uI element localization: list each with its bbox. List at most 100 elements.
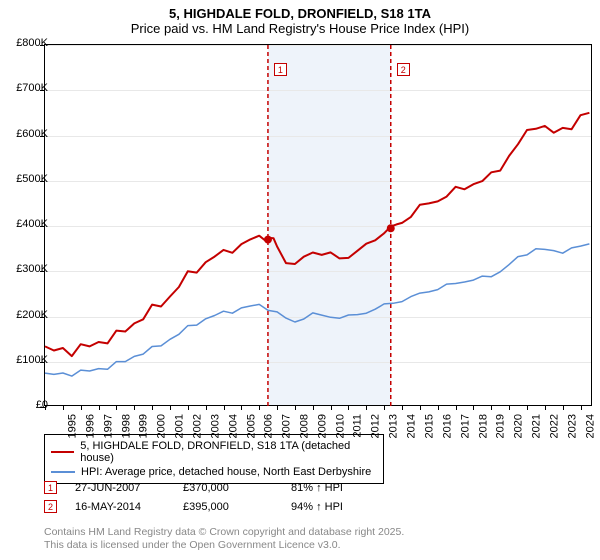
annotation-row: 1 27-JUN-2007 £370,000 81% ↑ HPI xyxy=(44,478,381,497)
event-marker: 2 xyxy=(397,63,410,76)
event-marker: 1 xyxy=(274,63,287,76)
x-axis-label: 2000 xyxy=(156,414,168,438)
x-tick xyxy=(116,405,117,410)
x-tick xyxy=(313,405,314,410)
x-axis-label: 2006 xyxy=(263,414,275,438)
x-axis-label: 2005 xyxy=(245,414,257,438)
annotation-marker: 1 xyxy=(44,481,57,494)
x-axis-label: 2004 xyxy=(227,414,239,438)
x-axis-label: 2019 xyxy=(495,414,507,438)
x-axis-label: 2011 xyxy=(351,414,363,438)
chart-title-block: 5, HIGHDALE FOLD, DRONFIELD, S18 1TA Pri… xyxy=(0,0,600,38)
x-axis-label: 2009 xyxy=(316,414,328,438)
series-hpi xyxy=(45,244,589,376)
y-axis-label: £100K xyxy=(4,354,48,366)
x-tick xyxy=(366,405,367,410)
x-axis-label: 2016 xyxy=(441,414,453,438)
title-line-2: Price paid vs. HM Land Registry's House … xyxy=(0,21,600,36)
x-axis-label: 2020 xyxy=(513,414,525,438)
x-tick xyxy=(188,405,189,410)
x-axis-label: 2013 xyxy=(388,414,400,438)
x-tick xyxy=(509,405,510,410)
x-tick xyxy=(277,405,278,410)
x-tick xyxy=(527,405,528,410)
legend-label: HPI: Average price, detached house, Nort… xyxy=(81,466,371,478)
x-tick xyxy=(206,405,207,410)
y-axis-label: £0 xyxy=(4,399,48,411)
x-tick xyxy=(295,405,296,410)
x-tick xyxy=(348,405,349,410)
x-axis-label: 1998 xyxy=(120,414,132,438)
x-axis-label: 1997 xyxy=(102,414,114,438)
series-price_paid xyxy=(45,113,589,356)
x-tick xyxy=(259,405,260,410)
annotation-price: £370,000 xyxy=(183,482,273,494)
annotation-marker: 2 xyxy=(44,500,57,513)
x-tick xyxy=(152,405,153,410)
legend: 5, HIGHDALE FOLD, DRONFIELD, S18 1TA (de… xyxy=(44,434,384,484)
x-tick xyxy=(134,405,135,410)
x-axis-label: 2022 xyxy=(548,414,560,438)
legend-label: 5, HIGHDALE FOLD, DRONFIELD, S18 1TA (de… xyxy=(80,440,377,464)
footer-line-2: This data is licensed under the Open Gov… xyxy=(44,539,404,552)
x-axis-label: 2014 xyxy=(406,414,418,438)
x-axis-label: 2002 xyxy=(191,414,203,438)
x-axis-label: 2003 xyxy=(209,414,221,438)
x-axis-label: 1995 xyxy=(66,414,78,438)
footer-line-1: Contains HM Land Registry data © Crown c… xyxy=(44,526,404,539)
x-axis-label: 2001 xyxy=(174,414,186,438)
x-tick xyxy=(491,405,492,410)
x-axis-label: 2015 xyxy=(423,414,435,438)
y-axis-label: £700K xyxy=(4,82,48,94)
y-axis-label: £800K xyxy=(4,37,48,49)
x-tick xyxy=(456,405,457,410)
x-axis-label: 1996 xyxy=(84,414,96,438)
y-axis-label: £600K xyxy=(4,128,48,140)
legend-row: 5, HIGHDALE FOLD, DRONFIELD, S18 1TA (de… xyxy=(51,439,377,465)
y-axis-label: £200K xyxy=(4,309,48,321)
x-axis-label: 2010 xyxy=(334,414,346,438)
sale-dot xyxy=(264,236,272,244)
x-tick xyxy=(581,405,582,410)
x-tick xyxy=(473,405,474,410)
x-tick xyxy=(170,405,171,410)
legend-swatch xyxy=(51,471,75,473)
x-tick xyxy=(241,405,242,410)
x-axis-label: 2012 xyxy=(370,414,382,438)
x-tick xyxy=(402,405,403,410)
legend-swatch xyxy=(51,451,74,454)
y-axis-label: £300K xyxy=(4,263,48,275)
x-tick xyxy=(331,405,332,410)
footer-attribution: Contains HM Land Registry data © Crown c… xyxy=(44,526,404,552)
annotation-date: 27-JUN-2007 xyxy=(75,482,165,494)
sale-annotations: 1 27-JUN-2007 £370,000 81% ↑ HPI 2 16-MAY-201… xyxy=(44,478,381,516)
x-tick xyxy=(545,405,546,410)
chart-plot-area: 12 xyxy=(44,44,592,406)
y-axis-label: £400K xyxy=(4,218,48,230)
x-axis-label: 2023 xyxy=(566,414,578,438)
x-tick xyxy=(563,405,564,410)
annotation-row: 2 16-MAY-2014 £395,000 94% ↑ HPI xyxy=(44,497,381,516)
x-tick xyxy=(420,405,421,410)
x-axis-label: 2007 xyxy=(281,414,293,438)
annotation-hpi: 81% ↑ HPI xyxy=(291,482,381,494)
legend-row: HPI: Average price, detached house, Nort… xyxy=(51,465,377,479)
x-axis-label: 2018 xyxy=(477,414,489,438)
x-axis-label: 2008 xyxy=(299,414,311,438)
x-tick xyxy=(81,405,82,410)
annotation-date: 16-MAY-2014 xyxy=(75,501,165,513)
title-line-1: 5, HIGHDALE FOLD, DRONFIELD, S18 1TA xyxy=(0,6,600,21)
annotation-hpi: 94% ↑ HPI xyxy=(291,501,381,513)
x-tick xyxy=(438,405,439,410)
y-axis-label: £500K xyxy=(4,173,48,185)
x-axis-label: 2021 xyxy=(531,414,543,438)
x-tick xyxy=(63,405,64,410)
sale-dot xyxy=(387,224,395,232)
annotation-price: £395,000 xyxy=(183,501,273,513)
x-axis-label: 2024 xyxy=(584,414,596,438)
chart-svg xyxy=(45,45,591,405)
x-tick xyxy=(384,405,385,410)
x-axis-label: 2017 xyxy=(459,414,471,438)
x-tick xyxy=(224,405,225,410)
x-axis-label: 1999 xyxy=(138,414,150,438)
